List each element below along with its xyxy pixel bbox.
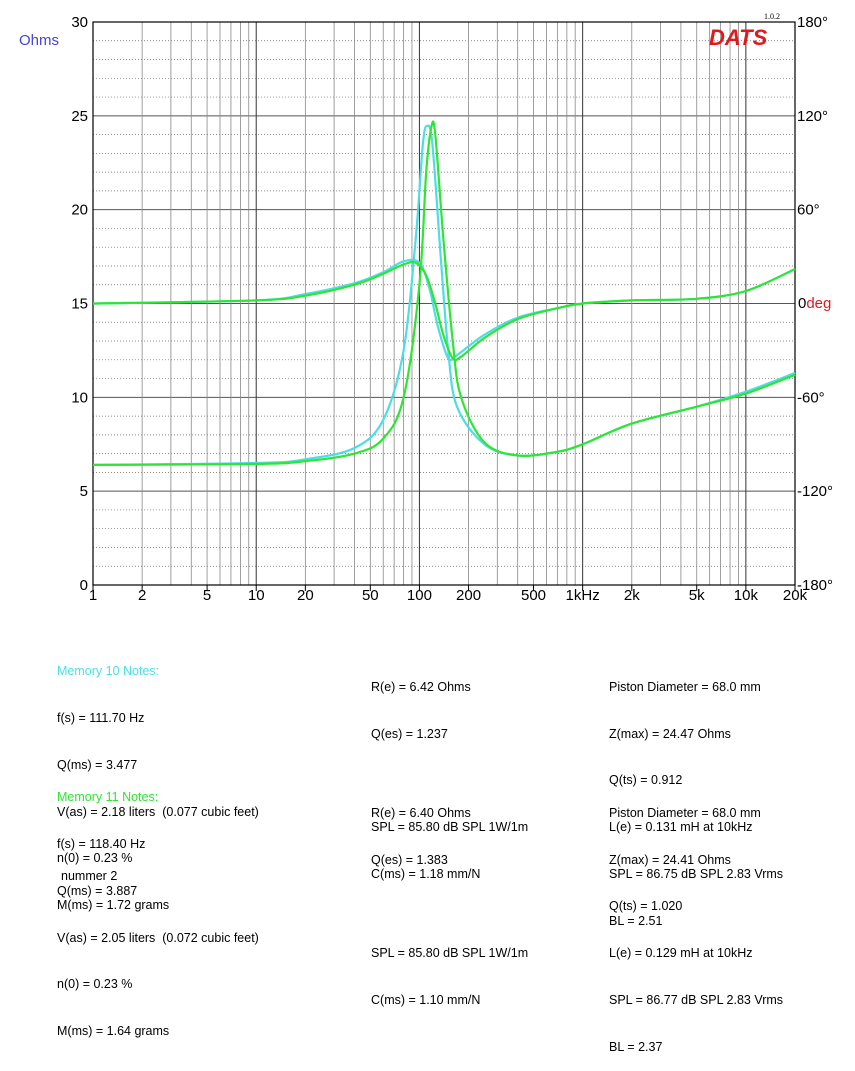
memory11-blank (371, 899, 528, 915)
x-tick-label: 20 (297, 587, 314, 604)
memory10-le: L(e) = 0.131 mH at 10kHz (609, 820, 753, 835)
impedance-chart: 1 2 5 10 20 50 100 200 500 1kHz 2k 5k 10k 20k05101520… (19, 12, 833, 604)
memory10-notes-col2: R(e) = 6.42 Ohms Q(es) = 1.237 SPL = 85.… (371, 649, 528, 899)
memory11-notes-col1: Memory 11 Notes: f(s) = 118.40 Hz Q(ms) … (57, 759, 259, 1055)
x-tick-label: 200 (456, 587, 481, 604)
memory11-notes-col3: Piston Diameter = 68.0 mm Z(max) = 24.41… (609, 775, 783, 1071)
y-left-tick-label: 30 (71, 14, 88, 31)
x-tick-label: 20k (783, 587, 808, 604)
y-left-tick-label: 20 (71, 202, 88, 219)
chart-ticks: 1 2 5 10 20 50 100 200 500 1kHz 2k 5k 10k 20k05101520… (71, 14, 833, 604)
memory10-qes: Q(es) = 1.237 (371, 726, 448, 741)
dats-logo: DATS (709, 25, 768, 50)
memory11-re: R(e) = 6.40 Ohms (371, 805, 471, 820)
memory10-qts: Q(ts) = 0.912 (609, 773, 683, 788)
y-right-tick-label: 120° (797, 108, 828, 125)
memory10-impedance-curve (92, 124, 796, 466)
x-tick-label: 100 (407, 587, 432, 604)
x-tick-label: 10 (248, 587, 265, 604)
memory10-cms: C(ms) = 1.18 mm/N (371, 866, 481, 881)
memory11-fs: f(s) = 118.40 Hz (57, 836, 146, 851)
memory10-zmax: Z(max) = 24.47 Ohms (609, 726, 731, 741)
x-tick-label: 5 (203, 587, 211, 604)
memory11-qms: Q(ms) = 3.887 (57, 883, 138, 898)
memory10-spl-1w: SPL = 85.80 dB SPL 1W/1m (371, 820, 529, 835)
memory10-notes-col3: Piston Diameter = 68.0 mm Z(max) = 24.47… (609, 649, 783, 945)
memory10-vas: V(as) = 2.18 liters (0.077 cubic feet) (57, 804, 259, 819)
y-left-tick-label: 25 (71, 108, 88, 125)
x-tick-label: 2k (624, 587, 640, 604)
memory11-zmax: Z(max) = 24.41 Ohms (609, 852, 731, 867)
memory10-piston-diameter: Piston Diameter = 68.0 mm (609, 679, 761, 694)
memory11-n0: n(0) = 0.23 % (57, 977, 133, 992)
y-left-tick-label: 5 (80, 483, 88, 500)
memory11-phase-curve (92, 260, 796, 362)
deg-unit-label: deg (806, 295, 831, 312)
chart-series (92, 120, 796, 466)
y-right-tick-label: 60° (797, 202, 820, 219)
memory10-title: Memory 10 Notes: (57, 664, 160, 679)
memory10-re: R(e) = 6.42 Ohms (371, 679, 471, 694)
memory11-impedance-curve (92, 120, 796, 466)
x-tick-label: 5k (689, 587, 705, 604)
memory11-le: L(e) = 0.129 mH at 10kHz (609, 946, 753, 961)
y-left-tick-label: 15 (71, 296, 88, 313)
memory11-spl-vrms: SPL = 86.77 dB SPL 2.83 Vrms (609, 992, 784, 1007)
y-left-axis-label: Ohms (19, 32, 59, 49)
x-tick-label: 1 (89, 587, 97, 604)
footer-note: nummer 2 (61, 869, 118, 883)
memory11-piston-diameter: Piston Diameter = 68.0 mm (609, 805, 761, 820)
memory11-vas: V(as) = 2.05 liters (0.072 cubic feet) (57, 930, 259, 945)
memory11-spl-1w: SPL = 85.80 dB SPL 1W/1m (371, 946, 529, 961)
x-tick-label: 50 (362, 587, 379, 604)
y-right-tick-label: -60° (797, 389, 825, 406)
y-right-tick-label: -120° (797, 483, 833, 500)
y-left-tick-label: 10 (71, 389, 88, 406)
memory10-qms: Q(ms) = 3.477 (57, 757, 138, 772)
x-tick-label: 10k (734, 587, 759, 604)
y-right-axis-label: 0deg (798, 295, 831, 312)
x-tick-label: 1kHz (566, 587, 600, 604)
y-left-tick-label: 0 (80, 577, 88, 594)
logo-version: 1.0.2 (764, 12, 780, 21)
x-tick-label: 500 (521, 587, 546, 604)
memory11-mms: M(ms) = 1.64 grams (57, 1024, 170, 1039)
memory10-fs: f(s) = 111.70 Hz (57, 710, 145, 725)
memory10-n0: n(0) = 0.23 % (57, 851, 133, 866)
y-right-tick-label: 180° (797, 14, 828, 31)
memory11-cms: C(ms) = 1.10 mm/N (371, 992, 481, 1007)
memory11-qts: Q(ts) = 1.020 (609, 899, 683, 914)
memory11-title: Memory 11 Notes: (57, 790, 159, 805)
deg-zero-label: 0 (798, 295, 806, 312)
x-tick-label: 2 (138, 587, 146, 604)
chart-grid (92, 21, 796, 591)
memory11-bl: BL = 2.37 (609, 1039, 663, 1054)
memory11-qes: Q(es) = 1.383 (371, 852, 448, 867)
memory11-notes-col2: R(e) = 6.40 Ohms Q(es) = 1.383 SPL = 85.… (371, 775, 528, 1025)
y-right-tick-label: -180° (797, 577, 833, 594)
memory10-spl-vrms: SPL = 86.75 dB SPL 2.83 Vrms (609, 866, 784, 881)
